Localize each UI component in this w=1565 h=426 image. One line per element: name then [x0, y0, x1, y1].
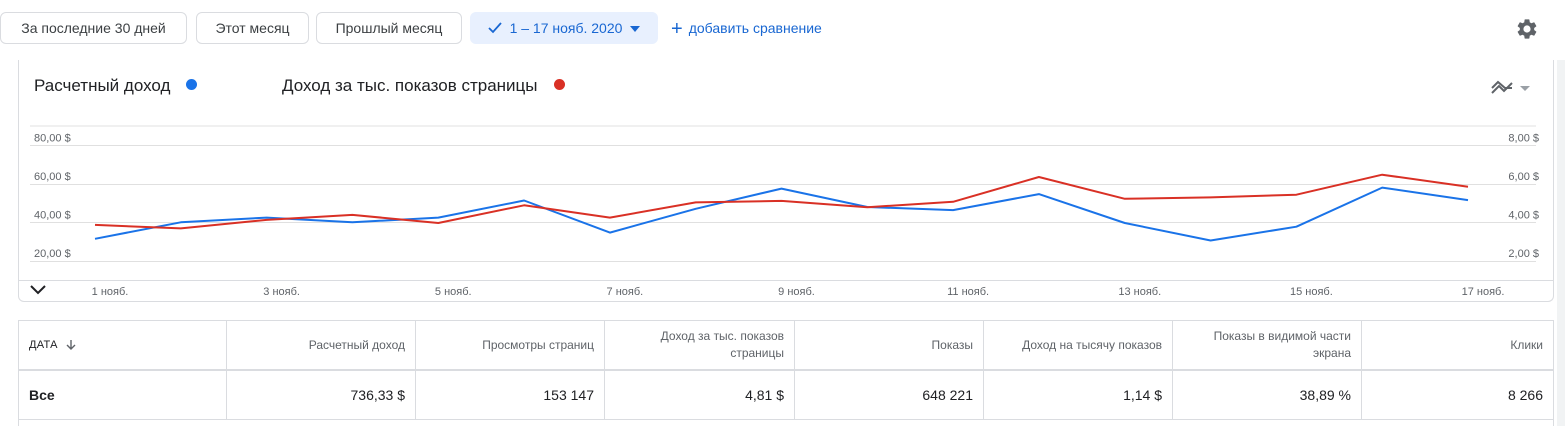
table-cell: 4,81 $	[605, 371, 795, 419]
row-divider	[19, 419, 1553, 420]
legend-estimated-revenue[interactable]: Расчетный доход	[34, 76, 198, 96]
line-chart: 20,00 $ 40,00 $ 60,00 $ 80,00 $ 2,00 $ 4,00 $…	[18, 125, 1554, 298]
chevron-down-icon[interactable]	[28, 282, 48, 298]
header-label: Клики	[1510, 337, 1543, 352]
check-icon	[487, 22, 502, 34]
preset-last-30-days-chip[interactable]: За последние 30 дней	[0, 12, 187, 44]
header-label: Расчетный доход	[308, 337, 405, 352]
table-cell: Все	[19, 371, 227, 419]
blue-dot-icon	[186, 79, 198, 90]
legend-label: Расчетный доход	[34, 76, 171, 95]
report-table: ДАТА Расчетный доход Просмотры страниц Д…	[18, 320, 1554, 426]
table-cell: 1,14 $	[984, 371, 1173, 419]
y-tick-label-left: 40,00 $	[34, 209, 71, 221]
y-tick-label-left: 60,00 $	[34, 171, 71, 183]
header-page-views[interactable]: Просмотры страниц	[416, 321, 605, 369]
y-tick-label-left: 20,00 $	[34, 248, 71, 260]
x-tick-label: 11 нояб.	[947, 286, 989, 298]
add-comparison-link[interactable]: + добавить сравнение	[671, 18, 822, 40]
legend-page-rpm[interactable]: Доход за тыс. показов страницы	[282, 76, 565, 96]
header-page-rpm[interactable]: Доход за тыс. показов страницы	[605, 321, 795, 369]
table-cell: 8 266	[1507, 387, 1543, 403]
add-comparison-label: добавить сравнение	[688, 20, 822, 36]
header-active-view-viewable[interactable]: Показы в видимой части экрана	[1173, 321, 1362, 369]
gear-icon[interactable]	[1515, 17, 1539, 41]
preset-this-month-chip[interactable]: Этот месяц	[196, 12, 309, 44]
y-tick-label-right: 8,00 $	[1508, 132, 1539, 144]
header-impression-rpm[interactable]: Доход на тысячу показов	[984, 321, 1173, 369]
legend-label: Доход за тыс. показов страницы	[282, 76, 538, 95]
x-tick-label: 1 нояб.	[92, 286, 129, 298]
caret-down-icon	[630, 26, 641, 32]
x-tick-label: 7 нояб.	[607, 286, 644, 298]
series-line-page-rpm	[94, 173, 1469, 230]
y-tick-label-left: 80,00 $	[34, 132, 71, 144]
y-tick-label-right: 4,00 $	[1508, 209, 1539, 221]
chart-type-dropdown[interactable]	[1490, 78, 1534, 98]
x-tick-label: 5 нояб.	[435, 286, 472, 298]
header-label: Доход на тысячу показов	[1022, 337, 1162, 352]
x-tick-label: 9 нояб.	[778, 286, 815, 298]
date-range-toolbar: За последние 30 дней Этот месяц Прошлый …	[0, 0, 1565, 58]
header-clicks[interactable]: Клики	[1362, 321, 1553, 369]
x-tick-label: 15 нояб.	[1290, 286, 1333, 298]
header-date[interactable]: ДАТА	[19, 321, 227, 369]
scrollbar[interactable]	[1557, 60, 1565, 426]
table-cell: 736,33 $	[227, 371, 416, 419]
series-line-estimated-revenue	[94, 186, 1469, 242]
header-label: Показы	[931, 337, 973, 352]
x-tick-label: 13 нояб.	[1118, 286, 1161, 298]
header-estimated-revenue[interactable]: Расчетный доход	[227, 321, 416, 369]
y-tick-label-right: 2,00 $	[1508, 248, 1539, 260]
header-impressions[interactable]: Показы	[795, 321, 984, 369]
caret-down-icon	[1520, 86, 1530, 91]
plus-icon: +	[671, 18, 683, 40]
sort-arrow-down-icon	[66, 340, 76, 350]
table-cell: 38,89 %	[1173, 371, 1362, 419]
red-dot-icon	[553, 79, 565, 90]
table-cell: 153 147	[416, 371, 605, 419]
header-divider	[19, 369, 1553, 371]
header-label: ДАТА	[29, 338, 58, 351]
header-label: Доход за тыс. показов страницы	[660, 329, 784, 360]
selected-range-label: 1 – 17 нояб. 2020	[509, 20, 623, 36]
header-label: Просмотры страниц	[482, 337, 594, 352]
x-tick-label: 17 нояб.	[1462, 286, 1505, 298]
preset-last-month-chip[interactable]: Прошлый месяц	[316, 12, 462, 44]
selected-range-dropdown[interactable]: 1 – 17 нояб. 2020	[470, 12, 658, 44]
header-label: Показы в видимой части экрана	[1213, 329, 1351, 360]
x-tick-label: 3 нояб.	[263, 286, 300, 298]
table-cell: 648 221	[795, 371, 984, 419]
y-tick-label-right: 6,00 $	[1508, 171, 1539, 183]
